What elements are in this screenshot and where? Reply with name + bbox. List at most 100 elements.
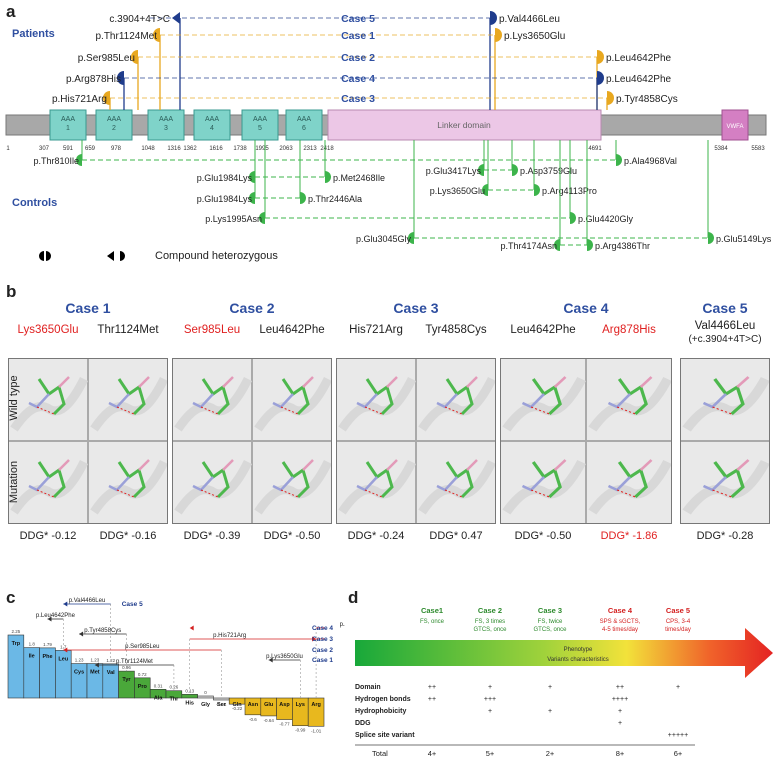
- svg-text:p.Tyr4858Cys: p.Tyr4858Cys: [84, 628, 121, 634]
- wild-type-structure: [336, 358, 417, 441]
- svg-text:p.Leu4642Phe: p.Leu4642Phe: [606, 53, 672, 64]
- svg-text:p.His721Arg: p.His721Arg: [52, 94, 107, 105]
- category-label: Gln: [233, 702, 243, 708]
- svg-text:5: 5: [258, 125, 262, 132]
- svg-text:AAA: AAA: [61, 116, 75, 123]
- svg-text:p.Ser985Leu: p.Ser985Leu: [78, 53, 135, 64]
- svg-text:+++++: +++++: [668, 732, 688, 739]
- panel-b-structures: Case 1 Lys3650Glu DDG* -0.12 Thr1124Met: [0, 300, 777, 570]
- svg-text:Case 3: Case 3: [538, 606, 562, 615]
- panel-b-letter: b: [6, 282, 17, 301]
- bar-ser: [213, 697, 230, 701]
- patient-case-1: c.3904+4T>C p.Val4466Leu Case 5: [109, 11, 560, 110]
- category-label: Thr: [169, 697, 179, 703]
- svg-text:Case 2: Case 2: [478, 606, 502, 615]
- svg-text:p.Ala4968Val: p.Ala4968Val: [624, 156, 677, 166]
- annotation-arrow: p.Ser985Leu Case 2: [63, 644, 333, 698]
- value-label: -0.99: [295, 728, 306, 733]
- hydrophobicity-bars: Trp 2.25 Ile 1.8 Phe 1.79 Leu 1.7 Cys 1.23 Met 1.23…: [7, 629, 325, 733]
- svg-text:Case 1: Case 1: [312, 657, 333, 664]
- svg-text:p.Lys3650Glu: p.Lys3650Glu: [504, 31, 565, 42]
- case-structure-frame: [336, 358, 496, 524]
- svg-text:VWFA: VWFA: [726, 124, 743, 130]
- svg-text:SPS & sGCTS,: SPS & sGCTS,: [600, 619, 641, 625]
- svg-text:p.Lys3650Glu: p.Lys3650Glu: [430, 186, 485, 196]
- svg-text:+: +: [488, 684, 492, 691]
- value-label: 1.23: [75, 658, 84, 663]
- position-label: 1316: [167, 146, 181, 152]
- svg-text:Case 4: Case 4: [608, 606, 633, 615]
- svg-text:Case 4: Case 4: [312, 625, 333, 632]
- svg-text:Case 1: Case 1: [341, 30, 375, 42]
- value-label: -0.22: [232, 706, 243, 711]
- value-label: 0.31: [154, 683, 163, 688]
- svg-text:8+: 8+: [616, 749, 625, 758]
- panel-a-letter: a: [6, 2, 16, 21]
- svg-text:Case1: Case1: [421, 606, 443, 615]
- svg-text:+: +: [618, 708, 622, 715]
- value-label: -0.64: [264, 718, 275, 723]
- annotation-arrow: p.Thr1124Met: [94, 659, 175, 691]
- svg-text:Linker domain: Linker domain: [437, 120, 491, 130]
- value-label: 1.7: [60, 644, 67, 649]
- category-label: Ile: [29, 654, 35, 660]
- annotation-arrow: p.Arg878His Case 4: [189, 622, 345, 698]
- domain-aaa-1: AAA 1: [49, 109, 87, 141]
- svg-text:++++: ++++: [612, 696, 628, 703]
- position-label: 2063: [279, 146, 293, 152]
- category-label: Asn: [248, 702, 259, 708]
- phenotype-table: Phenotype Variants characteristics Case1 FS…: [355, 606, 773, 758]
- phenotype-case-5: Case 5 CPS, 3-4 times/day: [665, 606, 691, 633]
- wild-type-structure: [8, 358, 89, 441]
- case-title-5: Case 5: [702, 300, 748, 316]
- svg-text:+: +: [548, 684, 552, 691]
- annotation-arrow: p.Lys3650Glu Case 1: [266, 654, 333, 698]
- svg-text:p.Thr810Ile: p.Thr810Ile: [33, 156, 79, 166]
- svg-text:Case 2: Case 2: [341, 52, 375, 64]
- svg-text:1: 1: [66, 125, 70, 132]
- annotation-arrow: p.Leu4642Phe: [36, 613, 76, 651]
- category-label: Leu: [58, 656, 68, 662]
- patient-case-4: p.Arg878His p.Leu4642Phe Case 4: [66, 71, 672, 110]
- patient-case-2: p.Thr1124Met p.Lys3650Glu Case 1: [95, 28, 565, 110]
- svg-text:p.Ser985Leu: p.Ser985Leu: [125, 644, 159, 650]
- category-label: Asp: [279, 702, 290, 708]
- position-label: 1738: [233, 146, 247, 152]
- svg-text:p.Thr1124Met: p.Thr1124Met: [95, 31, 157, 42]
- svg-text:6: 6: [302, 125, 306, 132]
- mutation-structure: [172, 441, 253, 524]
- svg-text:p.Leu4642Phe: p.Leu4642Phe: [36, 613, 76, 619]
- svg-text:++: ++: [428, 696, 436, 703]
- svg-text:p.Glu3417Lys: p.Glu3417Lys: [426, 166, 482, 176]
- case-structure-frame: [172, 358, 332, 524]
- value-label: 2.25: [12, 629, 21, 634]
- mutation-label: Leu4642Phe: [259, 324, 325, 336]
- position-label: 591: [63, 146, 74, 152]
- svg-text:Splice site variant: Splice site variant: [355, 732, 415, 739]
- svg-text:p.Val4466Leu: p.Val4466Leu: [69, 598, 106, 604]
- mutation-label: Lys3650Glu: [17, 324, 79, 336]
- svg-text:Domain: Domain: [355, 684, 381, 691]
- svg-text:GTCS, once: GTCS, once: [473, 627, 507, 633]
- phenotype-case-1: Case1 FS, once: [420, 606, 445, 625]
- value-label: 1.79: [43, 642, 52, 647]
- position-label: 1616: [209, 146, 223, 152]
- domain-aaa-2: AAA 2: [95, 109, 133, 141]
- position-label: 2313: [303, 146, 317, 152]
- wild-type-row-label: Wild type: [8, 375, 20, 421]
- svg-text:AAA: AAA: [107, 116, 121, 123]
- svg-text:FS, once: FS, once: [420, 619, 445, 625]
- position-label: 5384: [714, 146, 728, 152]
- category-label: Pro: [138, 684, 148, 690]
- value-label: -0.6: [249, 717, 257, 722]
- phenotype-case-2: Case 2 FS, 3 times GTCS, once: [473, 606, 507, 633]
- category-label: Met: [90, 670, 100, 676]
- svg-text:p.Asp3759Glu: p.Asp3759Glu: [520, 166, 577, 176]
- category-label: Glu: [264, 702, 273, 708]
- svg-text:4+: 4+: [428, 749, 437, 758]
- category-label: Ala: [154, 695, 164, 701]
- annotation-arrow: p.Tyr4858Cys: [79, 628, 127, 672]
- svg-text:Case 5: Case 5: [341, 13, 375, 25]
- svg-text:p.Arg4386Thr: p.Arg4386Thr: [595, 241, 650, 251]
- svg-text:AAA: AAA: [159, 116, 173, 123]
